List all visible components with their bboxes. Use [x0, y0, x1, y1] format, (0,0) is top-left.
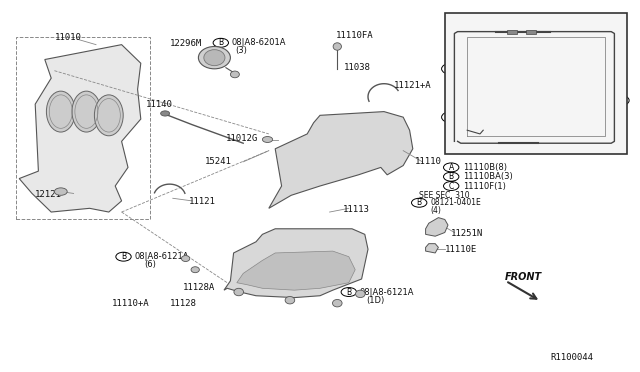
- Text: R1100044: R1100044: [550, 353, 593, 362]
- Text: B: B: [121, 252, 126, 261]
- Ellipse shape: [72, 91, 101, 132]
- Polygon shape: [269, 112, 413, 208]
- Ellipse shape: [285, 296, 295, 304]
- Circle shape: [262, 137, 273, 142]
- Bar: [445, 13, 627, 154]
- Text: 11012G: 11012G: [226, 134, 258, 143]
- Text: 12121: 12121: [35, 190, 62, 199]
- Text: 15241: 15241: [205, 157, 232, 166]
- Text: B: B: [449, 172, 454, 181]
- Text: 11128A: 11128A: [182, 283, 214, 292]
- Ellipse shape: [198, 46, 230, 69]
- Text: A: A: [492, 144, 497, 150]
- Bar: [526, 30, 536, 34]
- Text: (1D): (1D): [366, 296, 385, 305]
- Text: 08|A8-6121A: 08|A8-6121A: [360, 288, 414, 296]
- Ellipse shape: [333, 299, 342, 307]
- Text: (4): (4): [430, 206, 441, 215]
- Text: A: A: [516, 144, 521, 150]
- Text: 08|A8-6201A: 08|A8-6201A: [232, 38, 286, 47]
- Text: B: B: [493, 25, 499, 31]
- Text: SEE SEC. 310: SEE SEC. 310: [419, 191, 470, 200]
- Ellipse shape: [204, 50, 225, 66]
- Text: 11110B(8): 11110B(8): [463, 163, 507, 172]
- Text: A: A: [519, 25, 524, 31]
- Text: 11128: 11128: [170, 299, 196, 308]
- Ellipse shape: [46, 91, 76, 132]
- Polygon shape: [426, 218, 448, 236]
- Text: 12296M: 12296M: [170, 39, 202, 48]
- Text: 11038: 11038: [344, 63, 371, 72]
- Bar: [507, 30, 517, 34]
- Polygon shape: [426, 244, 438, 253]
- Circle shape: [54, 188, 67, 195]
- Ellipse shape: [182, 256, 189, 262]
- Text: 11121+A: 11121+A: [394, 81, 431, 90]
- Text: A: A: [468, 25, 473, 31]
- Text: B: B: [417, 198, 422, 207]
- Circle shape: [161, 111, 170, 116]
- Text: (6): (6): [144, 260, 156, 269]
- Polygon shape: [237, 251, 355, 290]
- Text: B: B: [612, 42, 617, 48]
- Text: B: B: [617, 97, 622, 103]
- Text: 08|A8-6121A: 08|A8-6121A: [134, 252, 189, 261]
- Text: 11110+A: 11110+A: [112, 299, 150, 308]
- Text: A: A: [449, 114, 454, 120]
- Text: 11113: 11113: [342, 205, 369, 214]
- Text: 11110: 11110: [415, 157, 442, 166]
- Text: A: A: [540, 144, 545, 150]
- Polygon shape: [224, 229, 368, 298]
- Text: 11110FA: 11110FA: [336, 31, 374, 40]
- Text: 08121-0401E: 08121-0401E: [430, 198, 481, 207]
- Ellipse shape: [191, 267, 200, 273]
- Text: FRONT: FRONT: [504, 272, 541, 282]
- Text: (3): (3): [236, 46, 248, 55]
- Ellipse shape: [234, 288, 244, 296]
- Ellipse shape: [230, 71, 239, 78]
- Text: 11010: 11010: [54, 33, 81, 42]
- Text: B: B: [346, 288, 351, 296]
- Text: 11110E: 11110E: [445, 246, 477, 254]
- Text: 11121: 11121: [189, 198, 216, 206]
- Text: 11110BA(3): 11110BA(3): [463, 172, 513, 181]
- Ellipse shape: [355, 290, 365, 298]
- Ellipse shape: [333, 43, 342, 50]
- Text: 11110F(1): 11110F(1): [463, 182, 506, 190]
- Text: A: A: [543, 25, 548, 31]
- Text: 11251N: 11251N: [451, 229, 483, 238]
- Text: 11140: 11140: [146, 100, 173, 109]
- Text: C: C: [449, 182, 454, 190]
- Text: A: A: [468, 144, 473, 150]
- Text: A: A: [449, 163, 454, 172]
- Text: C: C: [449, 66, 454, 72]
- Polygon shape: [19, 45, 141, 212]
- Ellipse shape: [95, 95, 124, 136]
- Text: B: B: [218, 38, 223, 47]
